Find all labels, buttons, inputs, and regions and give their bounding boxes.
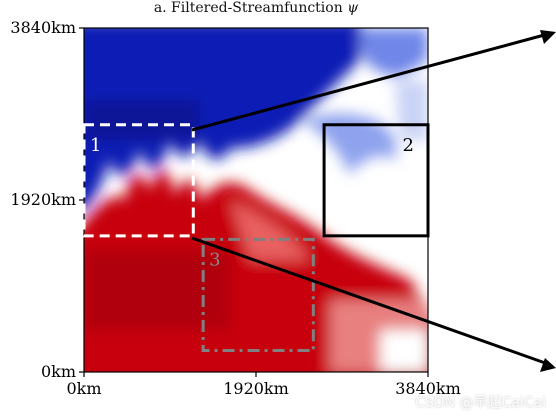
chart-title: a. Filtered-Streamfunction ψ [84,0,428,20]
region-box-2 [322,123,430,238]
zoom-arrow-upper [191,32,549,132]
watermark: CSDN @早起CaiCai [415,395,546,411]
zoom-arrowhead-lower [540,358,556,372]
x-tick-label: 0km [66,379,101,398]
zoom-arrowhead-upper [540,30,556,44]
region-box-label-3: 3 [209,249,220,270]
region-box-label-1: 1 [90,135,101,156]
x-tick-label: 3840km [395,379,461,398]
region-boxes: 1 2 3 [82,123,430,353]
region-box-1 [82,123,195,238]
region-box-label-2: 2 [403,135,414,156]
y-tick-label: 0km [41,362,76,381]
region-box-3 [201,237,315,353]
zoom-arrow-lower [191,236,549,366]
y-tick-label: 3840km [10,18,76,37]
y-tick-label: 1920km [10,190,76,209]
x-tick-label: 1920km [223,379,289,398]
heatmap-field [84,28,428,372]
axis-ticks: 0km 1920km 3840km 0km 1920km 3840km [10,18,460,398]
chart-title-text: a. Filtered-Streamfunction [153,0,348,16]
chart-title-symbol: ψ [347,0,359,16]
